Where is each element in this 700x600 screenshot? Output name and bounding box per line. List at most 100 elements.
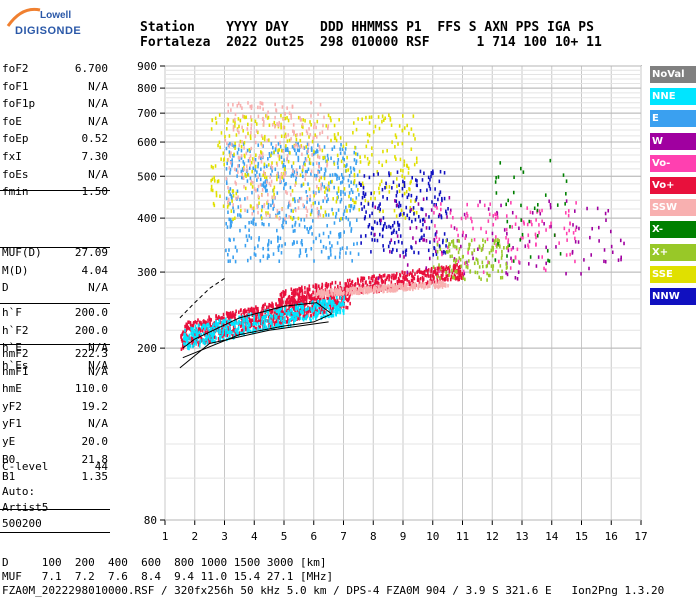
- scatter-point: [271, 195, 273, 199]
- scatter-point: [396, 284, 398, 289]
- scatter-point: [396, 190, 398, 194]
- scatter-point: [414, 217, 417, 222]
- scatter-point: [227, 201, 229, 205]
- scatter-point: [291, 301, 294, 306]
- scatter-point: [262, 184, 265, 188]
- scatter-point: [406, 263, 409, 267]
- scatter-point: [445, 211, 448, 216]
- scatter-point: [492, 214, 495, 218]
- scatter-point: [345, 292, 348, 296]
- scatter-point: [312, 300, 314, 304]
- scatter-point: [295, 300, 298, 305]
- scatter-point: [242, 323, 245, 327]
- scatter-point: [232, 154, 234, 158]
- scatter-point: [323, 155, 326, 160]
- scatter-point: [343, 297, 345, 302]
- scatter-point: [283, 134, 286, 139]
- scatter-point: [321, 294, 324, 299]
- scatter-point: [232, 203, 234, 207]
- scatter-point: [372, 201, 374, 206]
- scatter-point: [288, 294, 291, 299]
- scatter-point: [206, 322, 209, 327]
- scatter-point: [291, 217, 294, 221]
- scatter-point: [450, 274, 453, 279]
- scatter-point: [268, 319, 271, 323]
- scatter-point: [307, 142, 310, 147]
- scatter-point: [362, 278, 364, 283]
- param-row: B1 1.35: [2, 470, 108, 486]
- param-label: D: [2, 281, 9, 295]
- scatter-point: [206, 326, 208, 331]
- scatter-point: [249, 204, 252, 208]
- scatter-point: [255, 122, 258, 126]
- scatter-point: [446, 266, 449, 271]
- scatter-point: [292, 173, 295, 178]
- scatter-point: [290, 137, 292, 141]
- scatter-point: [466, 211, 468, 216]
- scatter-point: [406, 286, 409, 291]
- scatter-point: [366, 289, 369, 293]
- scatter-point: [349, 251, 352, 255]
- scatter-point: [292, 197, 294, 202]
- scatter-point: [313, 151, 316, 155]
- scatter-point: [233, 117, 236, 122]
- scatter-point: [326, 305, 329, 309]
- scatter-point: [408, 272, 411, 277]
- scatter-point: [487, 260, 489, 265]
- x-tick-label: 11: [456, 530, 469, 543]
- scatter-point: [402, 280, 405, 284]
- scatter-point: [308, 287, 311, 292]
- scatter-point: [294, 178, 297, 183]
- scatter-point: [264, 185, 266, 190]
- scatter-point: [427, 268, 430, 272]
- scatter-point: [418, 214, 420, 219]
- scatter-point: [412, 133, 415, 137]
- scatter-point: [401, 128, 404, 133]
- param-label: B0: [2, 452, 16, 466]
- scatter-point: [448, 269, 451, 273]
- scatter-point: [318, 189, 320, 194]
- scatter-point: [355, 196, 358, 200]
- scatter-point: [447, 245, 449, 250]
- scatter-point: [214, 116, 217, 121]
- scatter-point: [311, 152, 314, 157]
- scatter-point: [246, 196, 249, 200]
- scatter-point: [531, 211, 534, 215]
- param-row: foEp 0.52: [2, 132, 108, 148]
- scatter-point: [541, 208, 543, 213]
- scatter-point: [329, 297, 331, 301]
- scatter-point: [412, 114, 415, 118]
- scatter-point: [251, 212, 254, 216]
- scatter-point: [408, 131, 410, 136]
- scatter-point: [246, 164, 248, 168]
- scatter-point: [434, 249, 437, 254]
- scatter-point: [229, 327, 231, 332]
- scatter-point: [395, 230, 398, 235]
- scatter-point: [237, 170, 239, 174]
- scatter-point: [294, 307, 297, 311]
- scatter-point: [357, 291, 360, 296]
- scatter-point: [344, 290, 346, 295]
- scatter-point: [218, 113, 221, 117]
- scatter-point: [230, 315, 232, 319]
- scatter-point: [490, 264, 493, 268]
- scatter-point: [344, 147, 347, 151]
- scatter-point: [312, 162, 315, 166]
- scatter-point: [224, 134, 226, 139]
- scatter-point: [334, 215, 337, 219]
- scatter-point: [330, 303, 332, 308]
- scatter-point: [457, 250, 460, 255]
- scatter-point: [225, 317, 227, 322]
- scatter-point: [213, 332, 216, 336]
- scatter-point: [306, 150, 308, 155]
- scatter-point: [323, 290, 325, 295]
- scatter-point: [323, 289, 326, 293]
- scatter-point: [313, 173, 316, 178]
- scatter-point: [331, 207, 333, 212]
- scatter-point: [365, 210, 367, 214]
- scatter-point: [433, 203, 436, 207]
- scatter-point: [378, 287, 381, 292]
- scatter-point: [358, 207, 361, 212]
- scatter-point: [320, 183, 322, 187]
- scatter-point: [227, 117, 230, 122]
